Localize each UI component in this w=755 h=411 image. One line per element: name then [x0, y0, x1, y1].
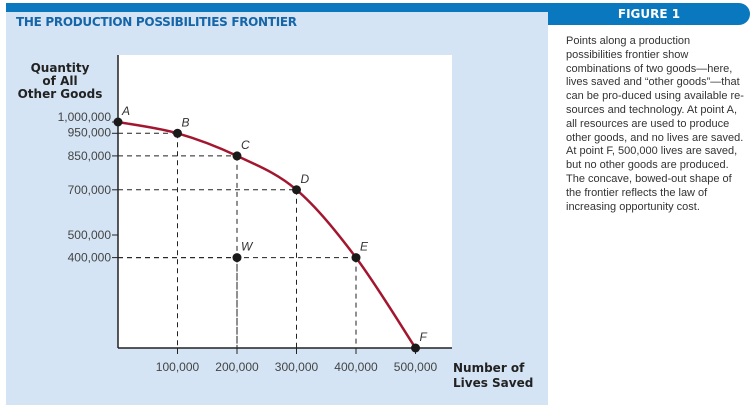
x-tick-label: 400,000 — [334, 360, 378, 374]
y-tick-label: 700,000 — [68, 183, 112, 197]
point-label-F: F — [420, 330, 428, 344]
point-E — [351, 253, 361, 263]
x-axis-label: Number of — [453, 361, 525, 375]
point-D — [292, 185, 301, 195]
point-label-E: E — [360, 240, 369, 254]
y-tick-label: 950,000 — [68, 125, 112, 139]
figure-caption: Points along a production possibilities … — [566, 35, 744, 213]
point-label-W: W — [241, 240, 254, 254]
y-axis-label: Other Goods — [18, 87, 103, 101]
figure-top-bar — [6, 3, 548, 12]
point-A — [113, 117, 123, 127]
point-label-C: C — [241, 138, 250, 152]
point-label-B: B — [182, 115, 190, 129]
x-tick-label: 300,000 — [275, 360, 319, 374]
x-tick-label: 100,000 — [156, 360, 200, 374]
point-label-A: A — [121, 104, 130, 118]
point-label-D: D — [301, 172, 310, 186]
y-axis-label: Quantity — [31, 61, 90, 75]
chart-title: THE PRODUCTION POSSIBILITIES FRONTIER — [16, 15, 297, 29]
x-axis-label: Lives Saved — [453, 376, 533, 390]
x-tick-label: 500,000 — [394, 360, 438, 374]
y-tick-label: 850,000 — [68, 149, 112, 163]
y-axis-label: of All — [42, 74, 77, 88]
y-tick-label: 400,000 — [68, 251, 112, 265]
point-C — [232, 151, 242, 161]
point-B — [173, 128, 182, 138]
point-W — [232, 253, 242, 263]
plot-area — [118, 55, 452, 348]
x-tick-label: 200,000 — [215, 360, 259, 374]
point-F — [411, 343, 420, 353]
y-tick-label: 500,000 — [68, 228, 112, 242]
y-tick-label: 1,000,000 — [58, 110, 112, 124]
figure-label: FIGURE 1 — [548, 3, 750, 25]
